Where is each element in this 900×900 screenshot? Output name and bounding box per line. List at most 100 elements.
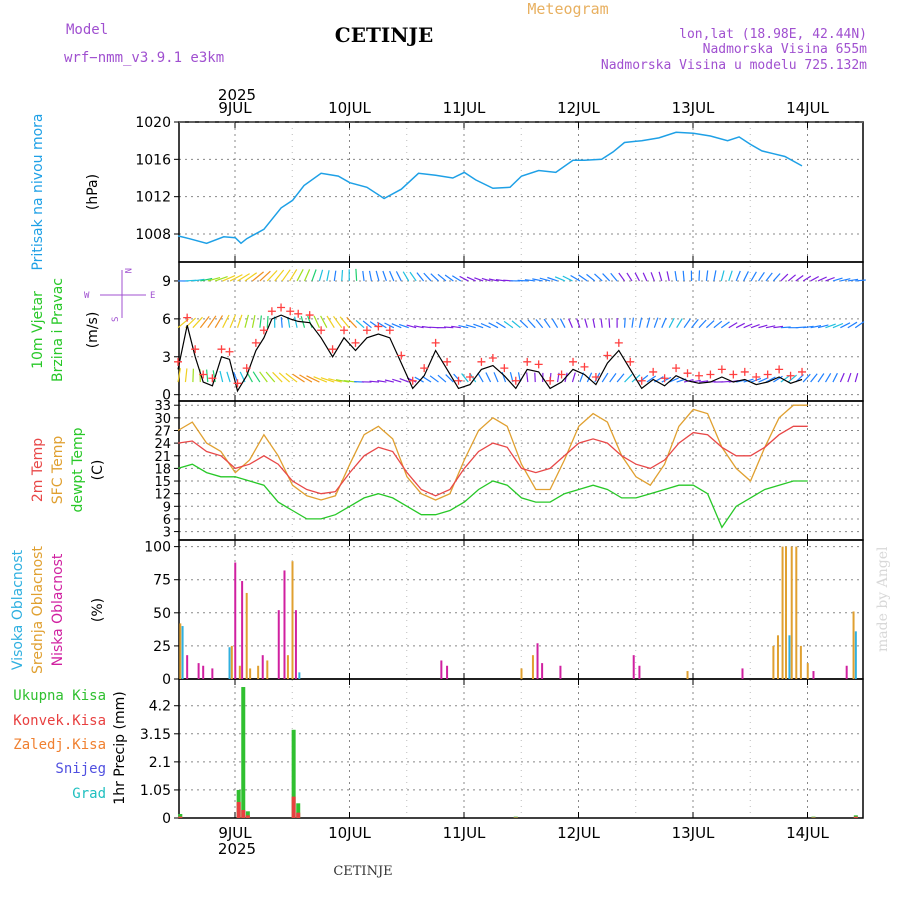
wind-arrow bbox=[638, 317, 643, 328]
wind-arrow bbox=[207, 277, 221, 282]
wind-arrow bbox=[824, 372, 832, 383]
wind-arrow bbox=[547, 276, 558, 282]
wind-arrow bbox=[728, 270, 733, 282]
wind-arrow bbox=[459, 275, 469, 282]
cloud-bar-mid bbox=[776, 635, 779, 679]
wind-marker bbox=[397, 351, 406, 360]
wind-arrow bbox=[728, 322, 738, 329]
wind-arrow bbox=[735, 322, 745, 329]
cloud-bar-low bbox=[559, 665, 562, 679]
wind-arrow bbox=[854, 321, 865, 329]
wind-arrow bbox=[259, 270, 271, 282]
wind-arrow bbox=[451, 275, 462, 282]
y-tick-label: 75 bbox=[153, 573, 171, 589]
wind-arrow bbox=[646, 317, 651, 328]
wind-arrow bbox=[847, 372, 852, 383]
wind-arrow bbox=[495, 321, 506, 329]
cloud-bar-mid bbox=[806, 663, 809, 679]
y-tick-label: 3 bbox=[162, 350, 171, 366]
wind-arrow bbox=[437, 374, 447, 383]
wind-arrow bbox=[668, 377, 679, 383]
wind-marker bbox=[420, 364, 429, 373]
wind-marker bbox=[523, 357, 532, 366]
wind-arrow bbox=[384, 322, 395, 329]
wind-arrow bbox=[600, 318, 603, 328]
wind-arrow bbox=[445, 374, 454, 383]
wind-arrow bbox=[720, 270, 725, 282]
panel-frame-1 bbox=[178, 121, 864, 263]
wind-marker bbox=[477, 357, 486, 366]
wind-arrow bbox=[578, 274, 588, 282]
wind-marker bbox=[798, 367, 807, 376]
wind-marker bbox=[385, 326, 394, 335]
wind-arrow bbox=[609, 373, 617, 383]
wind-arrow bbox=[326, 315, 335, 329]
product-title: Meteogram bbox=[527, 0, 608, 18]
wind-arrow bbox=[335, 379, 350, 383]
wind-arrow bbox=[773, 325, 784, 329]
wind-arrow bbox=[320, 315, 328, 328]
legend-snow: Snijeg bbox=[55, 761, 106, 777]
precip-conv-bar bbox=[513, 817, 518, 818]
wind-arrow bbox=[222, 275, 236, 282]
wind-marker bbox=[591, 372, 600, 381]
wind-arrow bbox=[840, 278, 851, 282]
y-tick-label: 6 bbox=[162, 312, 171, 328]
wind-arrow bbox=[458, 325, 469, 329]
wind-marker bbox=[454, 376, 463, 385]
precip-conv-bar bbox=[178, 816, 183, 818]
wind-arrow bbox=[602, 273, 611, 282]
y-tick-label: 30 bbox=[154, 412, 171, 427]
cloud-ylabel: (%) bbox=[90, 598, 106, 622]
y-tick-label: 12 bbox=[154, 488, 171, 503]
y-tick-labels: 1008101210161020036936912151821242730330… bbox=[135, 115, 179, 827]
cloud-bars bbox=[179, 546, 857, 679]
wind-marker bbox=[775, 365, 784, 374]
wind-marker bbox=[763, 370, 772, 379]
model-label: Model bbox=[66, 22, 108, 38]
bottom-day-label: 9JUL bbox=[218, 824, 252, 842]
cloud-bar-mid bbox=[286, 655, 289, 679]
wind-arrow bbox=[192, 278, 205, 282]
wind-arrow bbox=[713, 320, 723, 329]
wind-marker bbox=[649, 367, 658, 376]
wind-marker bbox=[557, 370, 566, 379]
y-tick-label: 3 bbox=[163, 526, 171, 541]
wind-arrow bbox=[705, 270, 709, 282]
y-tick-label: 25 bbox=[153, 639, 171, 655]
precip-ylabel: 1hr Precip (mm) bbox=[112, 691, 128, 804]
cloud-bar-low bbox=[632, 655, 635, 679]
wind-arrow bbox=[278, 372, 291, 383]
wind-arrow bbox=[326, 270, 330, 282]
y-tick-label: 24 bbox=[154, 437, 171, 452]
wind-arrow bbox=[802, 275, 812, 282]
top-day-label: 9JUL bbox=[218, 99, 252, 117]
cloud-bar-low bbox=[202, 665, 205, 679]
wind-arrow bbox=[810, 325, 822, 329]
wind-arrow bbox=[402, 271, 410, 282]
wind-arrow bbox=[610, 272, 618, 282]
wind-marker bbox=[251, 338, 260, 347]
wind-arrow bbox=[259, 315, 262, 328]
y-tick-label: 3.15 bbox=[140, 727, 171, 743]
wind-arrow bbox=[682, 270, 685, 282]
wind-arrow bbox=[280, 317, 283, 328]
pressure-title: Pritisak na nivou mora bbox=[30, 113, 46, 270]
wind-arrow bbox=[642, 272, 648, 282]
bottom-day-labels: 9JUL 10JUL 11JUL 12JUL 13JUL 14JUL bbox=[218, 824, 829, 842]
wind-arrow bbox=[423, 272, 432, 282]
wind-marker bbox=[294, 309, 303, 318]
wind-arrow bbox=[313, 376, 328, 383]
cloud-bar-low bbox=[283, 570, 286, 679]
precip-conv-bar bbox=[853, 816, 858, 818]
wind-arrow bbox=[244, 272, 258, 282]
precip-total-bar bbox=[811, 816, 816, 818]
wind-arrow bbox=[839, 372, 845, 383]
wind-marker bbox=[208, 374, 217, 383]
wind-marker bbox=[286, 307, 295, 316]
wind-arrow bbox=[429, 375, 439, 383]
cloud-bar-mid bbox=[784, 546, 787, 679]
wind-arrow bbox=[832, 372, 838, 383]
wind-arrow bbox=[773, 375, 783, 383]
wind-marker bbox=[534, 360, 543, 369]
